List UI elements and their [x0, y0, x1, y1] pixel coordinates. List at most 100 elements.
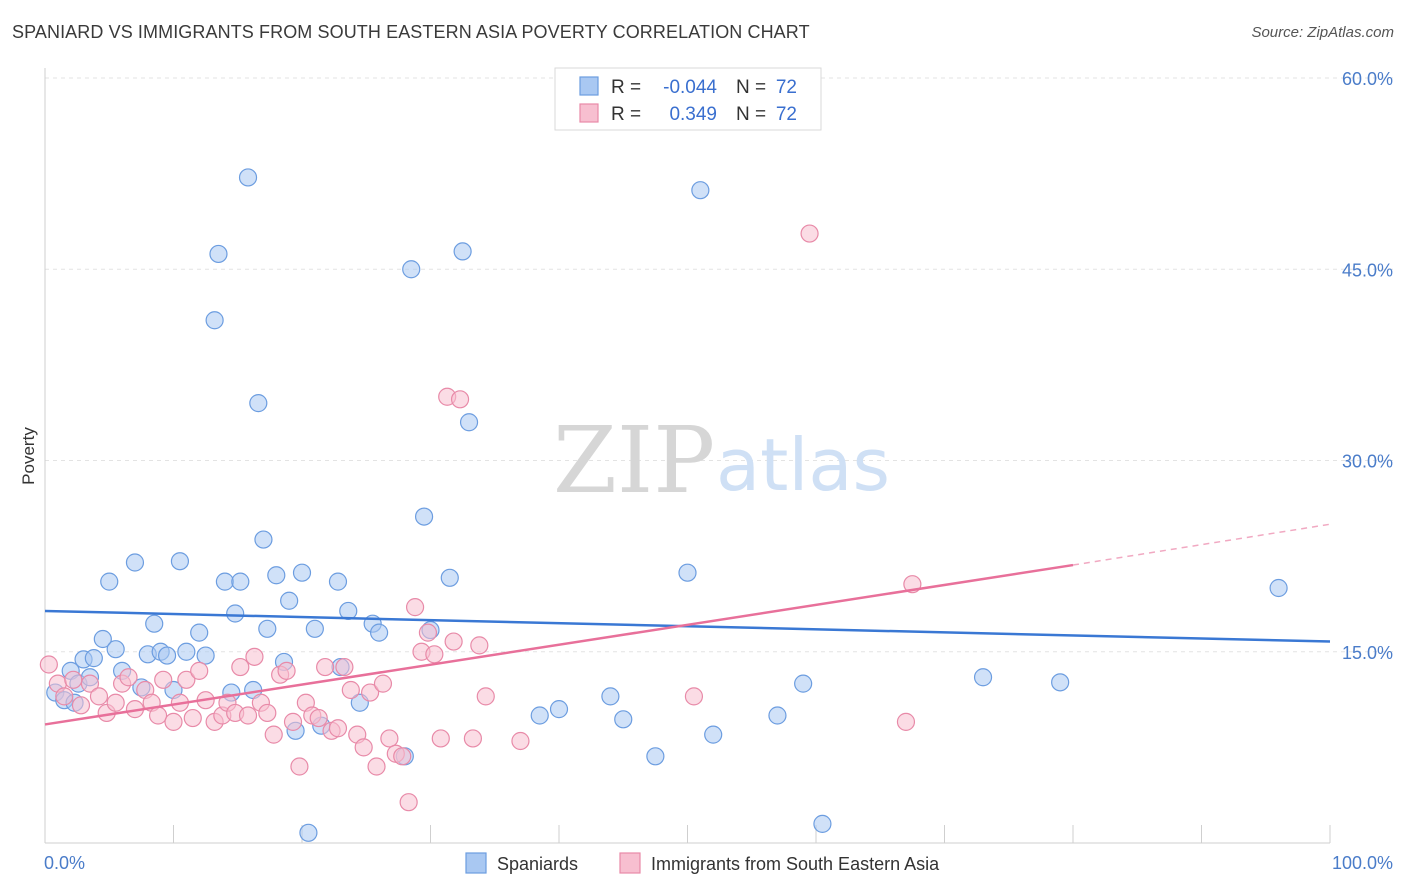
immigrant-point [418, 623, 438, 642]
immigrant-point [341, 680, 360, 700]
spaniard-point [678, 563, 697, 582]
y-axis-label: Poverty [19, 427, 38, 485]
spaniard-point [280, 591, 299, 610]
spaniard-point [106, 640, 125, 659]
immigrant-point [309, 708, 328, 728]
spaniard-point [530, 706, 549, 725]
immigrant-point [154, 670, 173, 689]
x-tick-label-min: 0.0% [44, 853, 85, 873]
spaniard-point [402, 260, 421, 279]
bottom-legend-swatch-1 [619, 852, 641, 874]
immigrant-point [177, 670, 196, 689]
immigrant-point [80, 674, 100, 693]
immigrant-point [896, 712, 916, 731]
y-tick-label-15: 15.0% [1342, 643, 1393, 663]
watermark-zip: ZIP [553, 407, 715, 514]
spaniard-point [205, 311, 224, 330]
legend-n-value-0: 72 [776, 77, 797, 98]
correlation-legend: R = -0.044 N = 72 R = 0.349 N = 72 [554, 67, 822, 131]
legend-r-value-1: 0.349 [669, 104, 717, 125]
watermark: ZIP atlas [553, 407, 890, 514]
immigrant-point [148, 706, 168, 725]
immigrant-point [106, 693, 125, 712]
spaniard-point [305, 619, 324, 638]
spaniard-point [254, 530, 273, 549]
immigrant-point [373, 674, 393, 693]
data-points [39, 168, 1288, 842]
spaniard-point [440, 568, 459, 587]
spaniard-point [691, 181, 710, 200]
immigrant-point [258, 703, 277, 723]
spaniard-point [190, 623, 209, 642]
spaniard-point [601, 687, 620, 706]
immigrant-point [450, 390, 470, 409]
immigrant-point [380, 729, 399, 748]
spaniard-point [614, 710, 633, 729]
immigrant-point [367, 757, 386, 776]
spaniard-point [459, 413, 479, 432]
spaniard-point [238, 168, 258, 187]
spaniard-point [973, 668, 993, 687]
immigrant-point [431, 729, 450, 748]
legend-r-label-0: R = [611, 77, 641, 98]
source-label: Source: ZipAtlas.com [1251, 24, 1394, 41]
spaniard-point [125, 553, 145, 572]
spaniard-point [813, 814, 832, 833]
spaniard-point [145, 614, 164, 633]
immigrant-point [119, 668, 138, 687]
immigrant-point [511, 731, 530, 751]
immigrant-point [283, 712, 303, 731]
spaniard-point [177, 642, 196, 661]
y-tick-label-45: 45.0% [1342, 260, 1393, 280]
immigrant-point [463, 729, 483, 748]
legend-n-value-1: 72 [776, 104, 797, 125]
immigrant-point [425, 645, 444, 664]
immigrant-trend-extension [1072, 523, 1331, 566]
spaniard-point [93, 629, 112, 649]
spaniard-point [299, 823, 318, 842]
spaniard-point [231, 572, 250, 591]
tick-labels: 15.0% 30.0% 45.0% 60.0% 0.0% 100.0% [44, 69, 1393, 873]
bottom-legend-label-0: Spaniards [497, 854, 578, 874]
y-tick-label-30: 30.0% [1342, 452, 1393, 472]
immigrant-point [316, 657, 335, 677]
immigrant-point [264, 725, 283, 744]
immigrant-point [190, 661, 209, 680]
immigrant-point [470, 636, 489, 655]
immigrant-point [361, 683, 380, 702]
immigrant-point [328, 719, 348, 738]
spaniard-point [704, 725, 723, 744]
spaniard-point [157, 646, 177, 665]
immigrant-point [238, 706, 258, 725]
bottom-legend-label-1: Immigrants from South Eastern Asia [651, 854, 940, 874]
immigrant-point [64, 670, 83, 689]
immigrant-point [800, 224, 819, 243]
spaniard-point [292, 563, 312, 582]
spaniard-point [1269, 578, 1288, 598]
immigrant-point [245, 647, 264, 666]
spaniard-trend-line [44, 609, 1331, 643]
x-tick-label-max: 100.0% [1332, 853, 1393, 873]
legend-swatch-0 [579, 76, 599, 96]
spaniard-point [196, 646, 215, 665]
spaniard-point [84, 649, 103, 668]
watermark-atlas: atlas [716, 423, 890, 507]
immigrant-point [444, 632, 463, 651]
legend-swatch-1 [579, 103, 599, 123]
bottom-legend-swatch-0 [465, 852, 487, 874]
immigrant-point [335, 657, 354, 677]
immigrant-point [71, 696, 91, 715]
immigrant-point [277, 661, 296, 680]
y-tick-label-60: 60.0% [1342, 69, 1393, 89]
immigrant-point [39, 655, 58, 674]
immigrant-point [164, 712, 183, 731]
axes [44, 68, 1331, 844]
spaniard-point [258, 619, 277, 638]
immigrant-point [399, 793, 418, 812]
immigrant-point [393, 747, 412, 766]
spaniard-point [249, 394, 268, 413]
spaniard-point [100, 572, 119, 591]
spaniard-point [339, 601, 358, 621]
gridlines [45, 77, 1394, 653]
